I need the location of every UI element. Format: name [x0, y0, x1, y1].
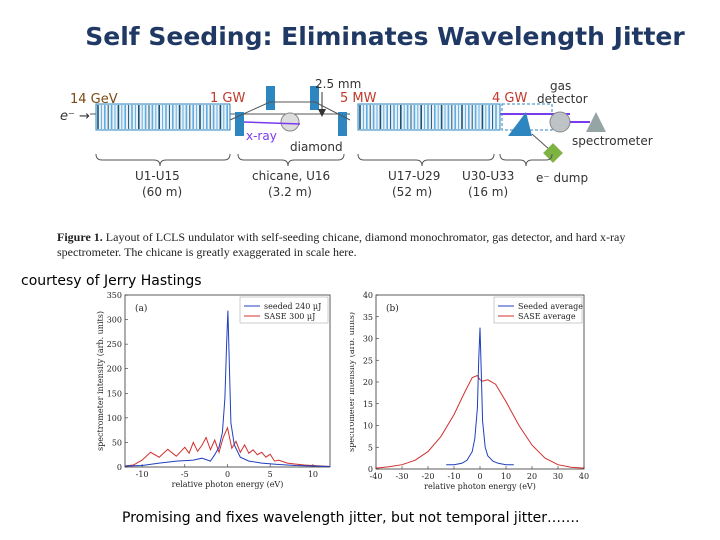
y-tick-label: 100 [107, 414, 122, 423]
y-axis-label: spectrometer intensity (arb. units) [96, 311, 105, 451]
x-tick-label: -20 [422, 472, 435, 481]
diamond-crystal [280, 112, 300, 132]
x-tick-label: -30 [396, 472, 409, 481]
xray-beam [243, 121, 301, 125]
undulator-stripes-1 [97, 105, 228, 129]
y-tick-label: 0 [117, 463, 122, 472]
chicane-path [229, 101, 351, 121]
y-tick-label: 350 [107, 291, 122, 300]
y-tick-label: 0 [368, 465, 373, 474]
y-axis-label: spectrometer intensity (arb. units) [350, 312, 356, 452]
slide-title: Self Seeding: Eliminates Wavelength Jitt… [85, 22, 685, 51]
segment-2-length: (3.2 m) [268, 185, 312, 199]
legend-entry: SASE average [518, 312, 576, 321]
panel-label: (b) [386, 303, 399, 314]
x-tick-label: 0 [477, 472, 482, 481]
segment-4-name: U30-U33 [462, 169, 514, 183]
segment-1-length: (60 m) [142, 185, 182, 199]
power-4gw: 4 GW [492, 91, 527, 106]
brace-chicane [237, 153, 345, 167]
electron-input-label: e⁻ → [60, 109, 90, 124]
x-tick-label: 40 [579, 472, 589, 481]
x-axis-label: relative photon energy (eV) [424, 482, 536, 491]
x-tick-label: 10 [308, 470, 318, 479]
x-tick-label: -5 [181, 470, 189, 479]
y-tick-label: 25 [363, 356, 373, 365]
series-line [375, 374, 585, 469]
x-tick-label: -10 [448, 472, 461, 481]
y-tick-label: 10 [363, 422, 373, 431]
brace-u1-u15 [95, 153, 231, 167]
legend-box [493, 296, 583, 324]
x-tick-label: -10 [136, 470, 149, 479]
series-line [124, 426, 331, 467]
x-tick-label: 10 [501, 472, 511, 481]
series-line [446, 327, 514, 466]
figure-caption: Figure 1. Layout of LCLS undulator with … [57, 230, 667, 260]
figure-caption-text: Layout of LCLS undulator with self-seedi… [57, 230, 626, 259]
bending-magnet [508, 112, 532, 136]
y-tick-label: 150 [107, 389, 122, 398]
panel-label: (a) [135, 303, 147, 314]
y-tick-label: 200 [107, 365, 122, 374]
y-tick-label: 300 [107, 316, 122, 325]
segment-3-name: U17-U29 [388, 169, 440, 183]
spectrometer-label: spectrometer [572, 134, 653, 148]
chicane-magnet-1 [266, 86, 275, 110]
power-1gw: 1 GW [210, 91, 245, 106]
diamond-label: diamond [290, 140, 343, 154]
x-tick-label: 30 [553, 472, 563, 481]
legend-entry: seeded 240 μJ [264, 302, 321, 311]
y-tick-label: 250 [107, 340, 122, 349]
footer-note: Promising and fixes wavelength jitter, b… [122, 510, 580, 526]
gas-label: gas [550, 79, 571, 93]
chicane-gap-label: 2.5 mm [315, 77, 361, 91]
x-tick-label: 5 [268, 470, 273, 479]
legend-box [239, 296, 329, 324]
x-tick-label: 0 [225, 470, 230, 479]
y-tick-label: 5 [368, 443, 373, 452]
undulator-u17-u33 [357, 103, 501, 131]
xray-label: x-ray [246, 129, 277, 143]
y-tick-label: 15 [363, 400, 373, 409]
energy-label: 14 GeV [70, 92, 118, 107]
legend-entry: Seeded average [518, 302, 583, 311]
chicane-magnet-3 [338, 112, 347, 136]
y-tick-label: 35 [363, 313, 373, 322]
power-5mw: 5 MW [340, 91, 377, 106]
undulator-u1-u15 [95, 103, 231, 131]
chicane-magnet-2 [235, 112, 244, 136]
y-tick-label: 30 [363, 335, 373, 344]
series-line [124, 310, 331, 467]
detector-label: detector [537, 92, 588, 106]
y-tick-label: 50 [112, 438, 122, 447]
undulator-stripes-2 [359, 105, 497, 129]
y-tick-label: 40 [363, 291, 373, 300]
x-tick-label: 20 [527, 472, 537, 481]
y-tick-label: 20 [363, 378, 373, 387]
x-tick-label: -40 [370, 472, 383, 481]
gas-detector [549, 111, 571, 133]
segment-3-length: (52 m) [392, 185, 432, 199]
spectrum-plot-b: -40 -30 -20 -10 0 10 20 30 40 0 5 10 15 20 25 30 35 40 rel… [350, 291, 589, 491]
dump-label: e⁻ dump [536, 171, 588, 185]
segment-1-name: U1-U15 [135, 169, 180, 183]
lcls-layout-diagram: 14 GeV e⁻ → 1 GW 2.5 mm 5 MW x-ray diamo… [60, 77, 653, 199]
spectrometer-prism [586, 112, 606, 132]
beam-to-dump [531, 133, 551, 151]
courtesy-note: courtesy of Jerry Hastings [21, 273, 202, 289]
chicane-magnet-4 [310, 86, 319, 110]
brace-u17-u29 [357, 153, 495, 167]
x-axis-label: relative photon energy (eV) [172, 480, 284, 489]
segment-4-length: (16 m) [468, 185, 508, 199]
segment-2-name: chicane, U16 [252, 169, 330, 183]
legend-entry: SASE 300 μJ [264, 312, 315, 321]
figure-caption-label: Figure 1. [57, 230, 103, 244]
brace-u30-u33 [499, 153, 553, 167]
